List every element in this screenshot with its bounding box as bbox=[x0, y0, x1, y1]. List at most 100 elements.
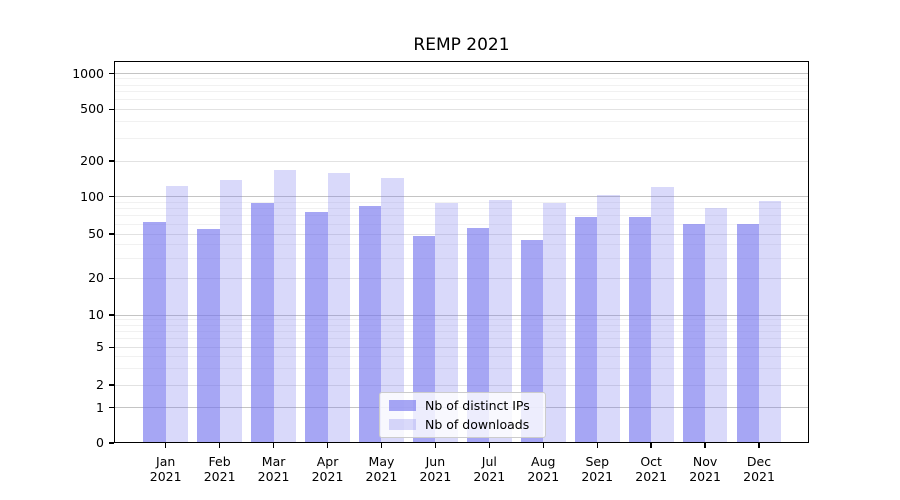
x-tick-jan-2021 bbox=[165, 443, 167, 448]
y-gridline-2 bbox=[114, 384, 809, 386]
bar-nb-of-distinct-ips-dec-2021 bbox=[736, 224, 760, 443]
y-gridline-200 bbox=[114, 160, 809, 162]
bar-nb-of-downloads-feb-2021 bbox=[219, 180, 243, 443]
y-tick-label-50: 50 bbox=[88, 226, 104, 241]
plot-area bbox=[109, 61, 809, 448]
y-tick-5 bbox=[109, 346, 114, 348]
bar-nb-of-distinct-ips-sep-2021 bbox=[574, 217, 598, 443]
y-gridline-5 bbox=[114, 346, 809, 348]
x-tick-label-nov-2021: Nov 2021 bbox=[689, 454, 721, 484]
y-tick-2 bbox=[109, 384, 114, 386]
y-gridline-minor-800 bbox=[114, 84, 809, 86]
y-gridline-minor-900 bbox=[114, 78, 809, 80]
bar-nb-of-distinct-ips-nov-2021 bbox=[682, 224, 706, 443]
y-tick-label-10: 10 bbox=[88, 307, 104, 322]
x-tick-label-jan-2021: Jan 2021 bbox=[149, 454, 182, 484]
x-tick-may-2021 bbox=[380, 443, 383, 448]
legend-item-downloads: Nb of downloads bbox=[389, 417, 536, 432]
bar-nb-of-distinct-ips-jan-2021 bbox=[143, 222, 166, 443]
legend-swatch-downloads bbox=[389, 419, 416, 430]
y-tick-0 bbox=[109, 442, 114, 444]
y-gridline-minor-300 bbox=[114, 137, 809, 139]
x-tick-aug-2021 bbox=[542, 443, 544, 448]
bar-nb-of-distinct-ips-apr-2021 bbox=[305, 212, 328, 443]
y-gridline-minor-400 bbox=[114, 121, 809, 123]
x-tick-dec-2021 bbox=[758, 443, 760, 448]
x-tick-label-jun-2021: Jun 2021 bbox=[419, 454, 452, 484]
bar-nb-of-downloads-may-2021 bbox=[381, 178, 404, 443]
bar-nb-of-distinct-ips-mar-2021 bbox=[251, 203, 274, 443]
x-tick-oct-2021 bbox=[650, 443, 652, 448]
y-tick-100 bbox=[109, 195, 114, 198]
bar-nb-of-distinct-ips-may-2021 bbox=[359, 205, 382, 443]
y-tick-label-200: 200 bbox=[80, 153, 104, 168]
x-tick-jun-2021 bbox=[434, 443, 437, 448]
legend: Nb of distinct IPs Nb of downloads bbox=[379, 392, 546, 438]
x-tick-jul-2021 bbox=[488, 443, 491, 448]
y-tick-label-1: 1 bbox=[96, 399, 104, 415]
bar-nb-of-distinct-ips-feb-2021 bbox=[197, 228, 220, 443]
bar-nb-of-downloads-apr-2021 bbox=[327, 173, 350, 443]
bar-nb-of-downloads-oct-2021 bbox=[651, 187, 674, 443]
y-gridline-minor-3 bbox=[114, 367, 809, 369]
y-tick-20 bbox=[109, 277, 114, 279]
bar-nb-of-distinct-ips-jun-2021 bbox=[413, 235, 436, 443]
legend-item-distinct-ips: Nb of distinct IPs bbox=[389, 398, 536, 413]
x-tick-label-feb-2021: Feb 2021 bbox=[203, 454, 236, 484]
bar-nb-of-downloads-sep-2021 bbox=[597, 195, 620, 443]
y-tick-1 bbox=[109, 407, 114, 409]
legend-label-downloads: Nb of downloads bbox=[425, 417, 530, 432]
y-gridline-minor-4 bbox=[114, 355, 809, 357]
legend-swatch-distinct-ips bbox=[389, 400, 416, 411]
y-tick-label-5: 5 bbox=[96, 339, 104, 355]
bar-nb-of-downloads-jan-2021 bbox=[165, 186, 189, 443]
y-gridline-100 bbox=[114, 196, 809, 197]
y-tick-label-1000: 1000 bbox=[72, 65, 104, 81]
x-tick-nov-2021 bbox=[704, 443, 706, 448]
y-gridline-1000 bbox=[114, 73, 809, 74]
bar-nb-of-downloads-aug-2021 bbox=[543, 202, 566, 443]
x-tick-apr-2021 bbox=[326, 443, 329, 448]
bar-nb-of-downloads-dec-2021 bbox=[759, 201, 782, 443]
bar-nb-of-downloads-mar-2021 bbox=[273, 170, 296, 443]
y-gridline-minor-700 bbox=[114, 91, 809, 93]
y-tick-label-100: 100 bbox=[80, 188, 104, 204]
bar-nb-of-downloads-nov-2021 bbox=[705, 207, 728, 443]
bar-nb-of-distinct-ips-oct-2021 bbox=[628, 217, 652, 443]
y-gridline-minor-9 bbox=[114, 319, 809, 321]
y-gridline-10 bbox=[114, 314, 809, 316]
y-gridline-20 bbox=[114, 277, 809, 279]
y-tick-1000 bbox=[109, 72, 114, 75]
x-tick-sep-2021 bbox=[596, 443, 598, 448]
x-tick-label-sep-2021: Sep 2021 bbox=[581, 454, 614, 484]
x-tick-label-aug-2021: Aug 2021 bbox=[527, 454, 560, 484]
bar-nb-of-downloads-jun-2021 bbox=[435, 202, 458, 443]
bar-nb-of-downloads-jul-2021 bbox=[489, 199, 512, 443]
y-tick-label-500: 500 bbox=[80, 101, 104, 117]
y-gridline-minor-90 bbox=[114, 201, 809, 203]
chart-title: REMP 2021 bbox=[413, 35, 510, 55]
y-gridline-minor-70 bbox=[114, 215, 809, 217]
x-tick-feb-2021 bbox=[218, 443, 221, 448]
x-tick-label-oct-2021: Oct 2021 bbox=[635, 454, 668, 484]
y-tick-label-2: 2 bbox=[96, 377, 104, 392]
y-tick-200 bbox=[109, 160, 114, 162]
y-tick-50 bbox=[109, 233, 114, 235]
y-gridline-minor-30 bbox=[114, 258, 809, 260]
y-tick-500 bbox=[109, 108, 114, 110]
x-tick-mar-2021 bbox=[272, 443, 275, 448]
x-tick-label-apr-2021: Apr 2021 bbox=[311, 454, 344, 484]
y-gridline-minor-60 bbox=[114, 223, 809, 225]
y-gridline-minor-7 bbox=[114, 331, 809, 333]
y-gridline-50 bbox=[114, 233, 809, 235]
legend-label-distinct-ips: Nb of distinct IPs bbox=[425, 398, 530, 413]
x-tick-label-dec-2021: Dec 2021 bbox=[743, 454, 775, 484]
y-gridline-minor-80 bbox=[114, 208, 809, 210]
x-tick-label-may-2021: May 2021 bbox=[365, 454, 398, 484]
y-gridline-minor-6 bbox=[114, 338, 809, 340]
y-gridline-minor-40 bbox=[114, 244, 809, 246]
y-gridline-minor-600 bbox=[114, 99, 809, 101]
y-tick-label-20: 20 bbox=[88, 270, 104, 286]
y-gridline-minor-8 bbox=[114, 324, 809, 326]
